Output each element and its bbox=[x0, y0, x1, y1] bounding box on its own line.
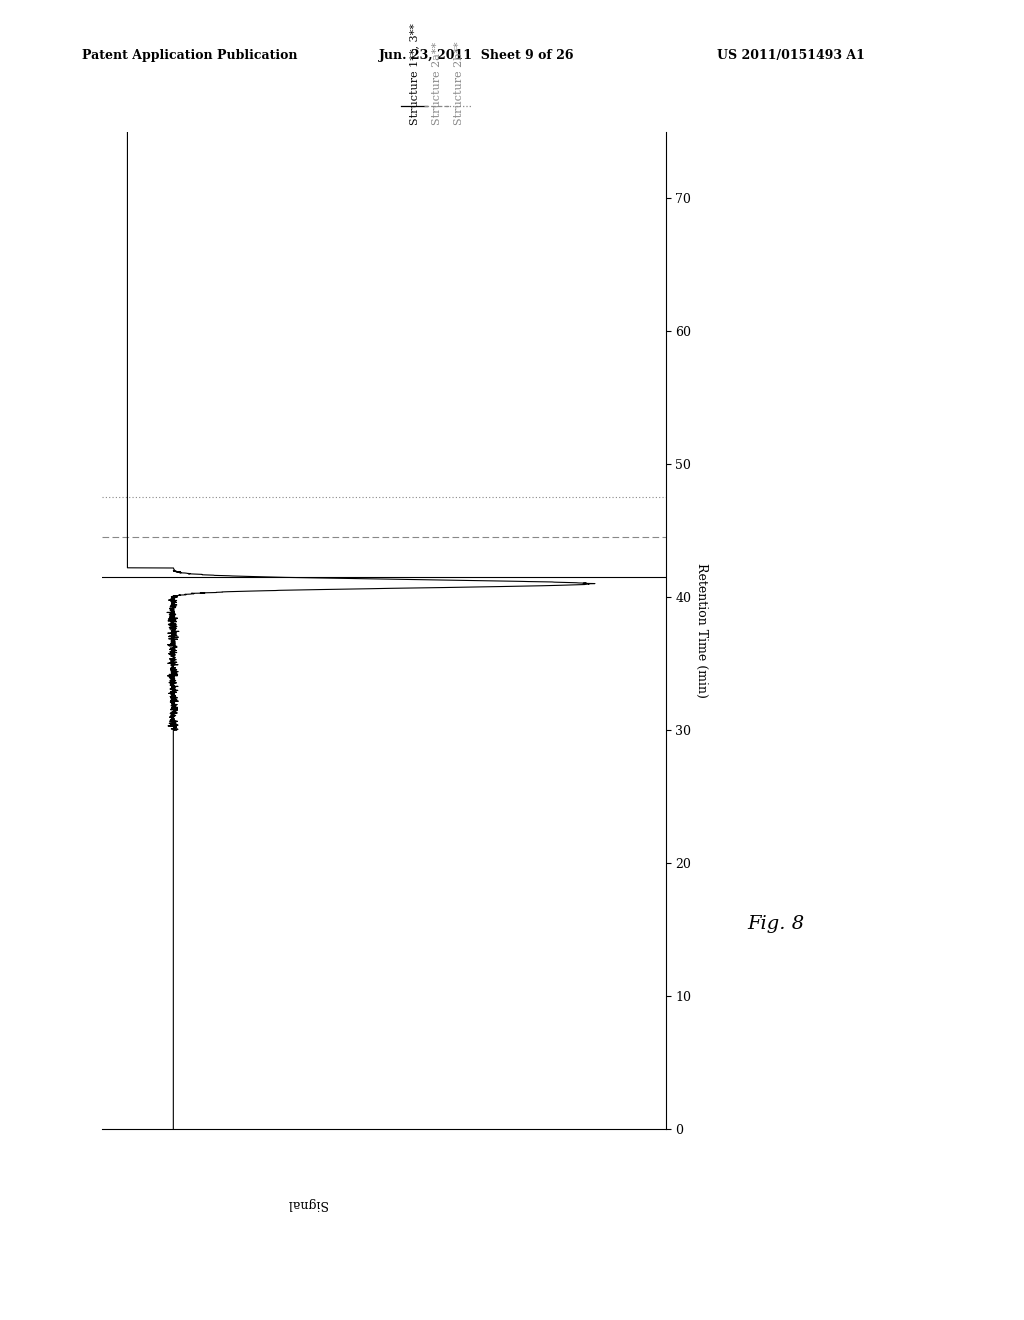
Text: Structure 2b**: Structure 2b** bbox=[454, 42, 464, 125]
Text: Fig. 8: Fig. 8 bbox=[748, 915, 805, 933]
Y-axis label: Retention Time (min): Retention Time (min) bbox=[695, 562, 708, 698]
Text: Signal: Signal bbox=[287, 1197, 328, 1210]
Text: US 2011/0151493 A1: US 2011/0151493 A1 bbox=[717, 49, 864, 62]
Text: Patent Application Publication: Patent Application Publication bbox=[82, 49, 297, 62]
Text: Structure 2a**: Structure 2a** bbox=[431, 42, 441, 125]
Text: Jun. 23, 2011  Sheet 9 of 26: Jun. 23, 2011 Sheet 9 of 26 bbox=[379, 49, 574, 62]
Text: Structure 1**, 3**: Structure 1**, 3** bbox=[409, 24, 419, 125]
